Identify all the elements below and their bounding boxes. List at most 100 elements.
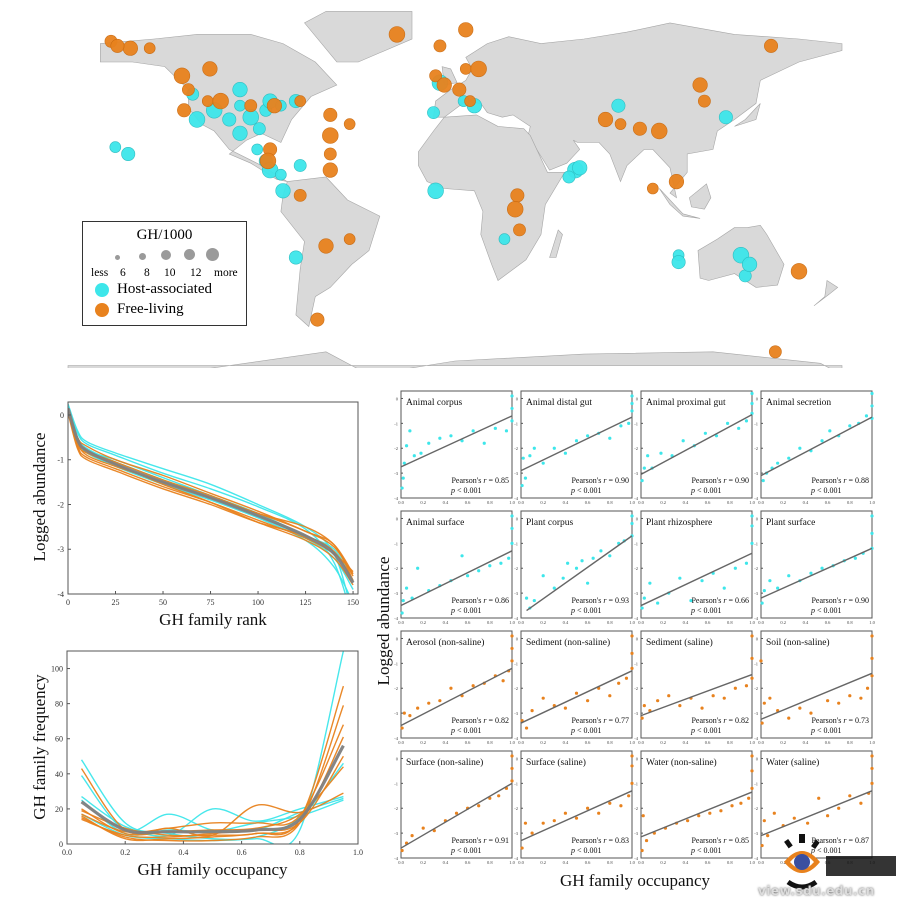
scatter-point xyxy=(402,461,406,465)
scatter-point xyxy=(792,816,796,820)
scatter-point xyxy=(670,454,674,458)
scatter-point xyxy=(642,596,646,600)
series-line-free xyxy=(68,408,354,581)
scatter-point xyxy=(744,561,749,565)
series-line-free xyxy=(81,685,345,837)
x-tick-label: 100 xyxy=(252,598,264,607)
scatter-point xyxy=(750,524,754,528)
scatter-point xyxy=(848,694,852,698)
world-map xyxy=(67,11,843,368)
line-chart-1: 0.0 0.2 0.4 0.6 0.8 1.0 0 20 40 60 80 100 xyxy=(51,650,363,857)
scatter-point xyxy=(667,694,671,698)
panel-frame xyxy=(760,630,873,739)
scatter-point xyxy=(400,726,404,730)
series-line-host xyxy=(68,403,349,594)
x-tick-label: 0.4 xyxy=(683,740,689,745)
y-tick-label: 0 xyxy=(396,396,399,401)
scatter-point xyxy=(630,514,634,518)
land-africa xyxy=(418,114,566,281)
x-tick-label: 1.0 xyxy=(749,500,755,505)
scatter-point xyxy=(471,684,475,688)
site-marker-free xyxy=(323,107,338,122)
p-symbol: p xyxy=(690,846,697,855)
regression-line xyxy=(400,415,513,468)
scatter-point xyxy=(787,456,791,460)
series-line-free xyxy=(68,410,354,577)
x-tick-label: 0.2 xyxy=(420,620,426,625)
site-marker-free xyxy=(433,39,447,53)
legend-free-label: Free-living xyxy=(117,301,184,317)
site-marker-free xyxy=(177,103,192,118)
rank-chart-xlabel: GH family rank xyxy=(159,610,267,629)
x-tick-label: 0.8 xyxy=(847,500,853,505)
x-tick-label: 0.0 xyxy=(518,860,524,865)
scatter-point xyxy=(410,834,414,838)
site-marker-host xyxy=(671,255,686,270)
x-tick-label: 0.4 xyxy=(683,500,689,505)
scatter-panel: Aerosol (non-saline)Pearson's r = 0.82p … xyxy=(394,630,516,745)
y-tick-label: 0 xyxy=(516,396,519,401)
scatter-point xyxy=(574,816,579,820)
scatter-point xyxy=(867,791,871,795)
pearson-r-label: Pearson's r = 0.90 xyxy=(811,596,869,605)
y-tick-label: -3 xyxy=(57,545,64,554)
y-tick-label: -4 xyxy=(634,616,638,621)
x-tick-label: 0.4 xyxy=(443,740,449,745)
site-marker-free xyxy=(294,95,307,107)
y-tick-label: -1 xyxy=(754,781,758,786)
series-line-free xyxy=(81,736,345,842)
scatter-point xyxy=(870,514,874,518)
y-tick-label: -2 xyxy=(514,806,518,811)
y-tick-label: -1 xyxy=(634,421,638,426)
scatter-point xyxy=(566,561,570,565)
x-tick-label: 1.0 xyxy=(353,848,363,857)
scatter-point xyxy=(449,686,453,690)
x-tick-label: 1.0 xyxy=(749,740,755,745)
scatter-point xyxy=(714,434,719,438)
occupancy-chart-ylabel: GH family frequency xyxy=(30,674,49,820)
x-tick-label: 0.4 xyxy=(803,620,809,625)
site-marker-free xyxy=(513,223,526,237)
regression-line xyxy=(640,791,753,838)
scatter-point xyxy=(837,806,841,810)
y-tick-label: -2 xyxy=(754,686,758,691)
scatter-point xyxy=(627,421,631,425)
scatter-point xyxy=(504,429,509,433)
y-tick-label: -2 xyxy=(634,806,638,811)
stat-label: Pearson's xyxy=(451,716,483,725)
r-value: = 0.91 xyxy=(486,836,509,845)
scatter-point xyxy=(617,541,621,545)
regression-line xyxy=(400,782,513,849)
y-tick-label: -3 xyxy=(634,831,638,836)
regression-line xyxy=(520,670,633,724)
scatter-point xyxy=(750,401,754,406)
x-tick-label: 0.2 xyxy=(780,740,786,745)
scatter-point xyxy=(510,766,514,771)
x-tick-label: 0.8 xyxy=(727,740,733,745)
y-tick-label: 0 xyxy=(636,396,639,401)
site-marker-host xyxy=(572,160,588,176)
scatter-point xyxy=(404,841,409,845)
scatter-point xyxy=(733,566,737,570)
scatter-point xyxy=(809,571,813,575)
r-value: = 0.93 xyxy=(606,596,629,605)
pearson-r-label: Pearson's r = 0.82 xyxy=(451,716,509,725)
scatter-point xyxy=(541,574,545,578)
x-tick-label: 0.0 xyxy=(398,740,404,745)
scatter-point xyxy=(608,554,612,558)
x-tick-label: 0.0 xyxy=(398,860,404,865)
scatter-point xyxy=(510,659,514,663)
scatter-point xyxy=(776,586,780,590)
x-tick-label: 0.2 xyxy=(120,848,130,857)
y-tick-label: -3 xyxy=(394,471,398,476)
scatter-point xyxy=(828,429,832,433)
y-tick-label: -1 xyxy=(57,456,64,465)
y-tick-label: -3 xyxy=(634,591,638,596)
scatter-point xyxy=(776,461,780,465)
scatter-point xyxy=(640,848,644,853)
scatter-point xyxy=(870,404,874,408)
site-marker-free xyxy=(259,152,277,170)
x-tick-label: 1.0 xyxy=(509,500,515,505)
scatter-point xyxy=(641,814,645,818)
